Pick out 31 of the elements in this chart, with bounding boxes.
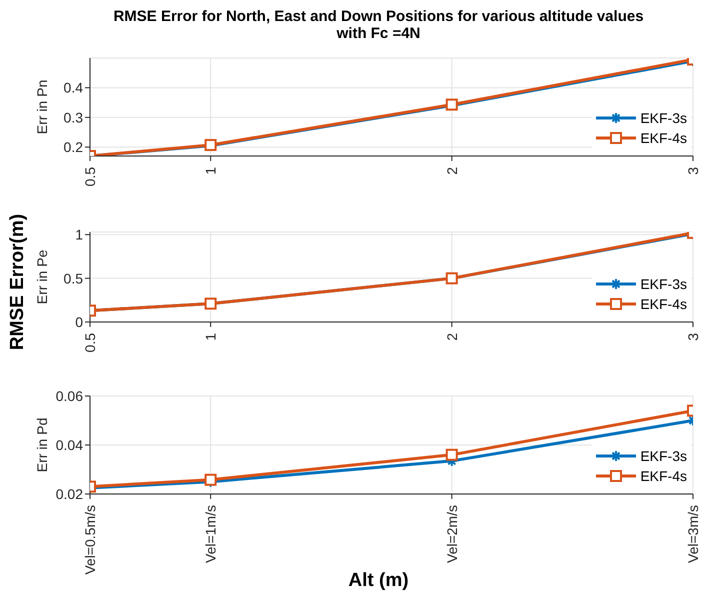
y-axis-title: Err in Pd — [34, 418, 50, 472]
chart-title: RMSE Error for North, East and Down Positions for various altitude values with Fc =4N — [112, 8, 645, 42]
x-tick-label: 2 — [444, 332, 460, 341]
x-tick-label: Vel=1m/s — [202, 505, 219, 563]
x-tick-label: 3 — [685, 166, 701, 175]
y-tick-label: 0.04 — [56, 436, 84, 453]
x-tick-label: Vel=2m/s — [444, 505, 460, 563]
legend-label: EKF-3s — [640, 276, 687, 292]
x-axis-title: Alt (m) — [348, 570, 409, 591]
y-tick-label: 0 — [75, 314, 84, 330]
y-tick-label: 0.3 — [64, 109, 84, 126]
x-tick-label: 2 — [444, 166, 460, 175]
text: RMSE Error(m) — [6, 212, 29, 352]
x-tick-label: 1 — [202, 332, 219, 341]
legend-label: EKF-3s — [640, 448, 687, 464]
x-tick-label: Vel=0.5m/s — [82, 505, 98, 575]
legend-label: EKF-3s — [640, 110, 687, 126]
legend-label: EKF-4s — [640, 296, 687, 312]
x-tick-label: Vel=3m/s — [685, 505, 701, 563]
y-tick-label: 0.06 — [56, 388, 84, 404]
y-tick-label: 0.4 — [64, 80, 84, 96]
legend-label: EKF-4s — [640, 130, 687, 146]
y-tick-label: 0.5 — [64, 270, 84, 286]
y-axis-title: Err in Pn — [34, 80, 50, 134]
legend-label: EKF-4s — [640, 468, 687, 484]
y-axis-title: Err in Pe — [34, 250, 50, 304]
x-tick-label: 1 — [202, 166, 219, 175]
y-tick-label: 0.2 — [64, 139, 84, 156]
x-tick-label: 3 — [685, 332, 701, 341]
y-tick-label: 1 — [75, 226, 84, 243]
y-tick-label: 0.02 — [56, 486, 84, 502]
